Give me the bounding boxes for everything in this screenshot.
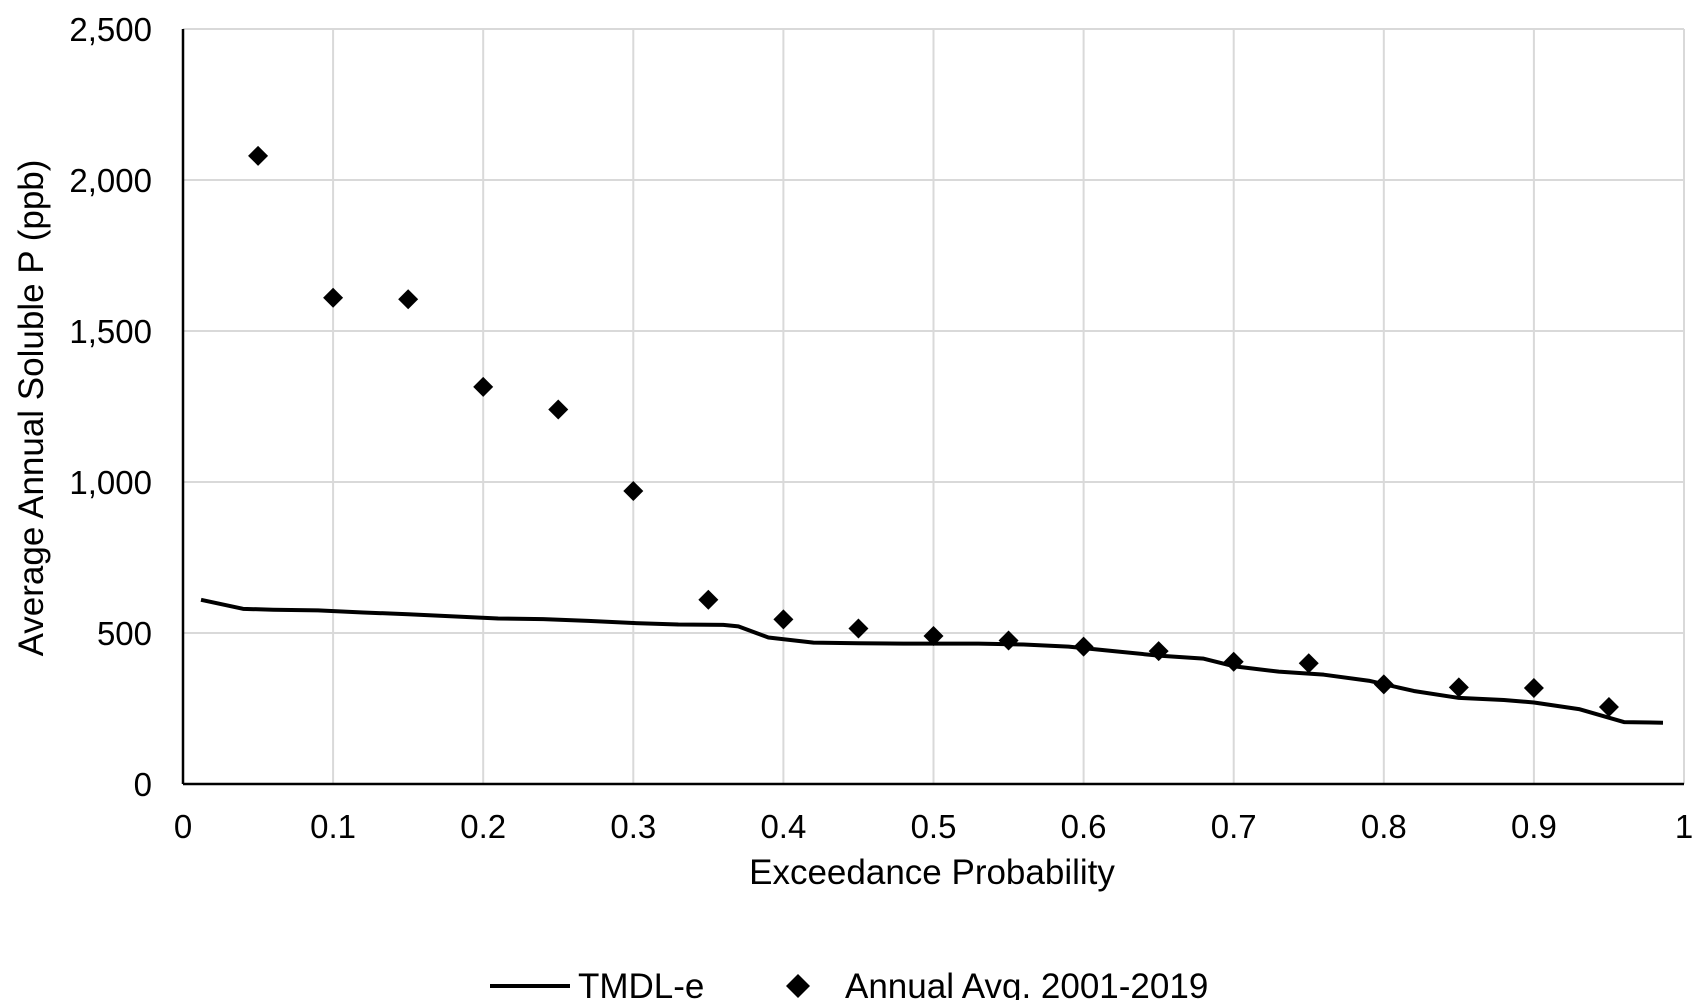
data-point-diamond — [1148, 641, 1169, 662]
data-point-diamond — [848, 618, 869, 639]
data-point-diamond — [1598, 696, 1619, 717]
y-axis-title: Average Annual Soluble P (ppb) — [12, 160, 51, 657]
y-tick-labels: 0 500 1,000 1,500 2,000 2,500 — [69, 11, 152, 803]
data-point-diamond — [1523, 677, 1544, 698]
x-tick-label: 0 — [174, 808, 192, 845]
y-tick-label: 2,500 — [69, 11, 152, 48]
series-line-tmdl-e — [200, 597, 1664, 725]
x-tick-label: 0.6 — [1061, 808, 1107, 845]
data-point-diamond — [1298, 653, 1319, 674]
y-tick-label: 1,000 — [69, 464, 152, 501]
x-axis-title: Exceedance Probability — [749, 853, 1115, 892]
data-point-diamond — [998, 630, 1019, 651]
data-point-diamond — [473, 376, 494, 397]
data-point-diamond — [323, 287, 344, 308]
x-tick-label: 0.2 — [460, 808, 506, 845]
x-tick-label: 0.1 — [310, 808, 356, 845]
x-tick-labels: 0 0.1 0.2 0.3 0.4 0.5 0.6 0.7 0.8 0.9 1 — [174, 808, 1693, 845]
x-tick-label: 0.4 — [760, 808, 806, 845]
data-point-diamond — [1373, 674, 1394, 695]
x-tick-label: 0.8 — [1361, 808, 1407, 845]
data-point-diamond — [773, 609, 794, 630]
x-tick-label: 0.5 — [911, 808, 957, 845]
y-tick-label: 2,000 — [69, 162, 152, 199]
y-tick-label: 1,500 — [69, 313, 152, 350]
data-point-diamond — [1223, 651, 1244, 672]
x-tick-label: 1 — [1675, 808, 1693, 845]
axes — [181, 29, 1684, 786]
data-point-diamond — [923, 626, 944, 647]
data-point-diamond — [698, 589, 719, 610]
legend-label-annual-avg: Annual Avg. 2001-2019 — [845, 967, 1208, 1000]
data-point-diamond — [1448, 677, 1469, 698]
legend-label-tmdl: TMDL-e — [578, 967, 704, 1000]
legend-diamond-swatch — [786, 974, 810, 998]
x-tick-label: 0.3 — [610, 808, 656, 845]
data-point-diamond — [548, 399, 569, 420]
data-point-diamond — [623, 481, 644, 502]
data-point-diamond — [248, 145, 269, 166]
data-point-diamond — [1073, 636, 1094, 657]
x-tick-label: 0.9 — [1511, 808, 1557, 845]
gridlines — [183, 28, 1685, 784]
series — [200, 145, 1664, 725]
legend: TMDL-e Annual Avg. 2001-2019 — [490, 967, 1208, 1000]
data-point-diamond — [398, 289, 419, 310]
y-tick-label: 500 — [97, 615, 152, 652]
x-tick-label: 0.7 — [1211, 808, 1257, 845]
y-tick-label: 0 — [134, 766, 152, 803]
